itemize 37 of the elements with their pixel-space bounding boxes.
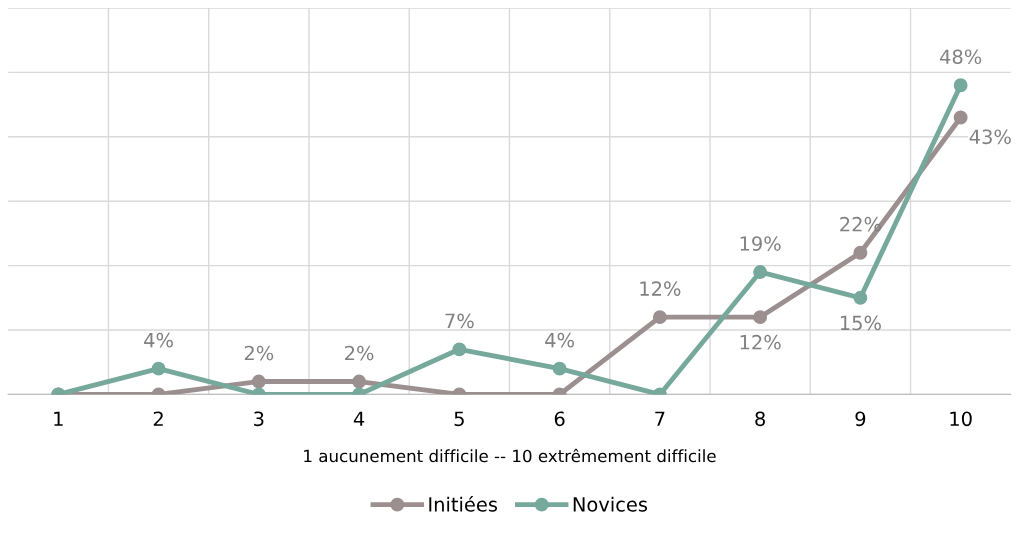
- data-label: 48%: [940, 49, 982, 65]
- data-label: 22%: [840, 216, 881, 232]
- x-tick-label: 4: [353, 411, 365, 426]
- x-tick-label: 6: [554, 411, 565, 427]
- x-tick-label: 7: [655, 411, 665, 426]
- data-label: 4%: [545, 332, 574, 348]
- x-tick-label: 3: [254, 411, 264, 427]
- point: [853, 290, 868, 305]
- legend-label: Novices: [573, 496, 648, 512]
- point: [753, 265, 768, 279]
- legend-label: Initiées: [429, 495, 498, 512]
- point: [452, 342, 467, 357]
- x-tick-label: 10: [950, 411, 972, 427]
- point: [953, 110, 968, 125]
- data-label: 7%: [445, 313, 474, 329]
- x-tick-label: 9: [855, 411, 866, 427]
- data-label: 2%: [244, 345, 274, 361]
- x-tick-label: 5: [454, 411, 464, 427]
- x-tick-label: 1: [54, 411, 63, 426]
- data-label: 19%: [740, 236, 781, 251]
- data-label: 2%: [345, 345, 374, 361]
- point: [853, 245, 868, 260]
- point: [753, 310, 768, 325]
- x-tick-label: 8: [755, 411, 765, 427]
- data-label: 15%: [840, 315, 881, 331]
- point: [352, 374, 367, 389]
- x-axis-title: 1 aucunement difficile -- 10 extrêmement difficile: [304, 448, 716, 463]
- point: [552, 361, 567, 376]
- point: [652, 310, 667, 325]
- point: [151, 361, 166, 376]
- data-label: 43%: [969, 129, 1011, 145]
- x-tick-label: 2: [153, 411, 163, 426]
- data-label: 4%: [144, 332, 173, 348]
- data-label: 12%: [640, 281, 681, 296]
- data-label: 12%: [740, 334, 781, 350]
- point: [953, 78, 968, 93]
- point: [251, 374, 266, 389]
